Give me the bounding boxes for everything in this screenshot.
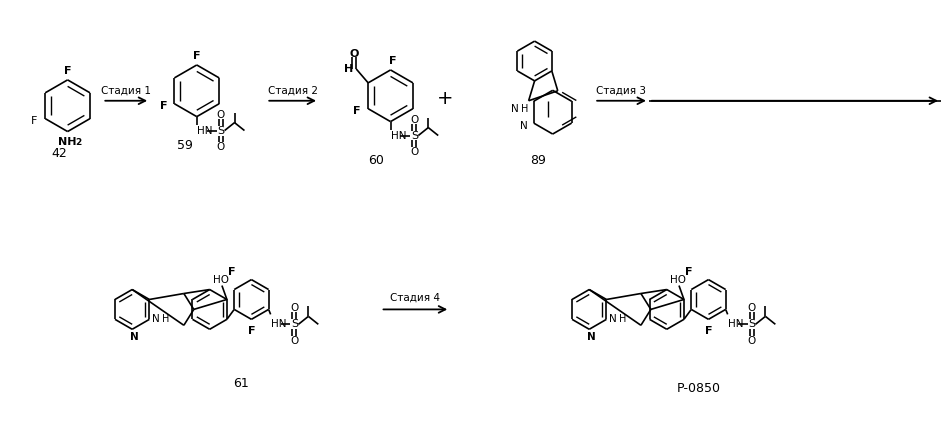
Text: O: O xyxy=(748,303,755,313)
Text: F: F xyxy=(228,266,236,276)
Text: O: O xyxy=(216,142,225,152)
Text: +: + xyxy=(437,89,453,108)
Text: O: O xyxy=(411,115,418,125)
Text: H: H xyxy=(521,104,529,114)
Text: HO: HO xyxy=(213,275,229,285)
Text: HN: HN xyxy=(728,319,743,329)
Text: N: N xyxy=(130,332,139,342)
Text: F: F xyxy=(389,56,396,66)
Text: HO: HO xyxy=(670,275,686,285)
Text: N: N xyxy=(152,314,160,324)
Text: S: S xyxy=(748,319,755,329)
Text: H: H xyxy=(162,314,170,324)
Text: F: F xyxy=(160,101,167,111)
Text: HN: HN xyxy=(391,131,406,141)
Text: HN: HN xyxy=(271,319,286,329)
Text: N: N xyxy=(520,121,528,131)
Text: 42: 42 xyxy=(52,147,68,160)
Text: 2: 2 xyxy=(76,138,82,147)
Text: F: F xyxy=(353,106,361,116)
Text: O: O xyxy=(349,49,359,59)
Text: F: F xyxy=(685,266,693,276)
Text: H: H xyxy=(619,314,627,324)
Text: S: S xyxy=(411,131,418,141)
Text: F: F xyxy=(193,51,200,61)
Text: 89: 89 xyxy=(530,154,546,167)
Text: S: S xyxy=(291,319,298,329)
Text: O: O xyxy=(411,148,418,158)
Text: Стадия 1: Стадия 1 xyxy=(101,86,151,96)
Text: N: N xyxy=(609,314,617,324)
Text: Стадия 3: Стадия 3 xyxy=(596,86,646,96)
Text: H: H xyxy=(344,64,353,74)
Text: N: N xyxy=(511,104,518,114)
Text: F: F xyxy=(64,66,72,76)
Text: O: O xyxy=(291,303,298,313)
Text: O: O xyxy=(748,336,755,346)
Text: F: F xyxy=(705,326,712,336)
Text: Стадия 2: Стадия 2 xyxy=(268,86,318,96)
Text: N: N xyxy=(587,332,596,342)
Text: Стадия 4: Стадия 4 xyxy=(391,293,440,302)
Text: NH: NH xyxy=(59,138,76,148)
Text: 59: 59 xyxy=(177,139,193,152)
Text: F: F xyxy=(31,115,38,125)
Text: 60: 60 xyxy=(367,154,383,167)
Text: HN: HN xyxy=(196,125,212,135)
Text: O: O xyxy=(291,336,298,346)
Text: Р-0850: Р-0850 xyxy=(677,382,720,395)
Text: F: F xyxy=(247,326,255,336)
Text: S: S xyxy=(217,125,224,135)
Text: 61: 61 xyxy=(233,378,249,391)
Text: O: O xyxy=(216,110,225,120)
